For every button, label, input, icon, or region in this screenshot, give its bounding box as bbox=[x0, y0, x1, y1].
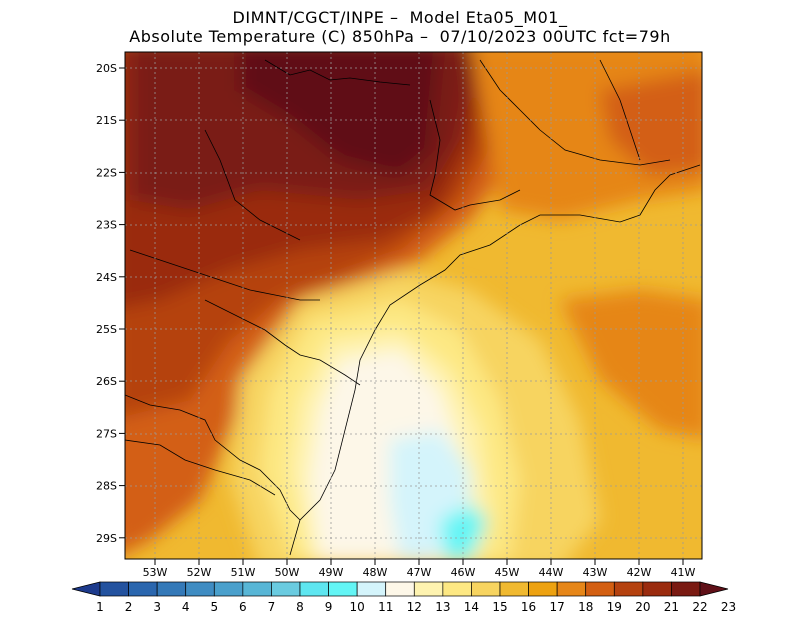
colorbar-swatch bbox=[156, 581, 187, 597]
lon-label: 46W bbox=[451, 566, 476, 579]
colorbar-label: 23 bbox=[721, 600, 736, 614]
colorbar-swatch bbox=[99, 581, 129, 597]
lon-label: 49W bbox=[319, 566, 344, 579]
chart-title-line-2: Absolute Temperature (C) 850hPa – 07/10/… bbox=[129, 27, 671, 46]
temperature-field bbox=[125, 52, 702, 559]
colorbar-label: 3 bbox=[153, 600, 161, 614]
lon-label: 41W bbox=[671, 566, 696, 579]
colorbar-swatch bbox=[442, 581, 472, 597]
colorbar-label: 22 bbox=[692, 600, 707, 614]
lon-label: 48W bbox=[363, 566, 388, 579]
colorbar-swatch bbox=[185, 581, 215, 597]
colorbar-label: 6 bbox=[239, 600, 247, 614]
colorbar-swatch bbox=[128, 581, 158, 597]
map-frame bbox=[124, 51, 703, 560]
lon-label: 50W bbox=[275, 566, 300, 579]
lon-label: 42W bbox=[627, 566, 652, 579]
colorbar-label: 5 bbox=[210, 600, 218, 614]
colorbar-arrow-low bbox=[71, 581, 101, 597]
colorbar-swatch bbox=[613, 581, 644, 597]
graticule bbox=[125, 52, 702, 559]
colorbar-label: 18 bbox=[578, 600, 593, 614]
colorbar-label: 12 bbox=[407, 600, 422, 614]
colorbar-label: 16 bbox=[521, 600, 536, 614]
colorbar-label: 20 bbox=[635, 600, 650, 614]
colorbar-swatch bbox=[213, 581, 244, 597]
lat-label: 20S bbox=[96, 62, 117, 75]
colorbar-label: 21 bbox=[664, 600, 679, 614]
lon-label: 44W bbox=[539, 566, 564, 579]
colorbar-label: 19 bbox=[607, 600, 622, 614]
colorbar-swatch bbox=[385, 581, 415, 597]
latitude-labels: 20S 21S 22S 23S 24S 25S 26S 27S 28S 29S bbox=[96, 62, 125, 545]
colorbar-label: 17 bbox=[550, 600, 565, 614]
colorbar-swatch bbox=[528, 581, 558, 597]
colorbar-label: 2 bbox=[125, 600, 133, 614]
coastline bbox=[125, 59, 701, 556]
colorbar-swatch bbox=[499, 581, 529, 597]
colorbar-label: 1 bbox=[96, 600, 104, 614]
lat-label: 24S bbox=[96, 271, 117, 284]
colorbar-swatch bbox=[299, 581, 329, 597]
lat-label: 28S bbox=[96, 480, 117, 493]
colorbar-swatch bbox=[271, 581, 301, 597]
colorbar: 1 2 3 4 5 6 7 8 9 10 11 12 13 14 15 16 17 18 19 20 21 22 23 bbox=[71, 581, 736, 614]
lat-label: 23S bbox=[96, 219, 117, 232]
lon-label: 52W bbox=[187, 566, 212, 579]
lat-label: 27S bbox=[96, 427, 117, 440]
lon-label: 43W bbox=[583, 566, 608, 579]
colorbar-label: 11 bbox=[378, 600, 393, 614]
colorbar-arrow-high bbox=[699, 581, 729, 597]
colorbar-label: 4 bbox=[182, 600, 190, 614]
lon-label: 53W bbox=[143, 566, 168, 579]
colorbar-swatch bbox=[585, 581, 615, 597]
chart-title-line-1: DIMNT/CGCT/INPE – Model Eta05_M01_ bbox=[232, 8, 568, 27]
colorbar-label: 7 bbox=[268, 600, 276, 614]
colorbar-swatch bbox=[671, 581, 701, 597]
colorbar-swatch bbox=[413, 581, 444, 597]
colorbar-swatch bbox=[471, 581, 501, 597]
colorbar-label: 9 bbox=[325, 600, 333, 614]
colorbar-label: 14 bbox=[464, 600, 479, 614]
colorbar-swatch bbox=[556, 581, 587, 597]
lon-label: 45W bbox=[495, 566, 520, 579]
lat-label: 25S bbox=[96, 323, 117, 336]
colorbar-swatch bbox=[242, 581, 272, 597]
colorbar-swatch bbox=[356, 581, 387, 597]
lon-label: 51W bbox=[231, 566, 256, 579]
lat-label: 29S bbox=[96, 532, 117, 545]
longitude-labels: 53W 52W 51W 50W 49W 48W 47W 46W 45W 44W 43W 42W 41W bbox=[143, 559, 696, 579]
colorbar-label: 8 bbox=[296, 600, 304, 614]
colorbar-swatch bbox=[328, 581, 358, 597]
lon-label: 47W bbox=[407, 566, 432, 579]
lat-label: 26S bbox=[96, 375, 117, 388]
colorbar-label: 10 bbox=[350, 600, 365, 614]
colorbar-swatch bbox=[642, 581, 672, 597]
lat-label: 21S bbox=[96, 114, 117, 127]
lat-label: 22S bbox=[96, 166, 117, 179]
colorbar-label: 15 bbox=[492, 600, 507, 614]
colorbar-label: 13 bbox=[435, 600, 450, 614]
